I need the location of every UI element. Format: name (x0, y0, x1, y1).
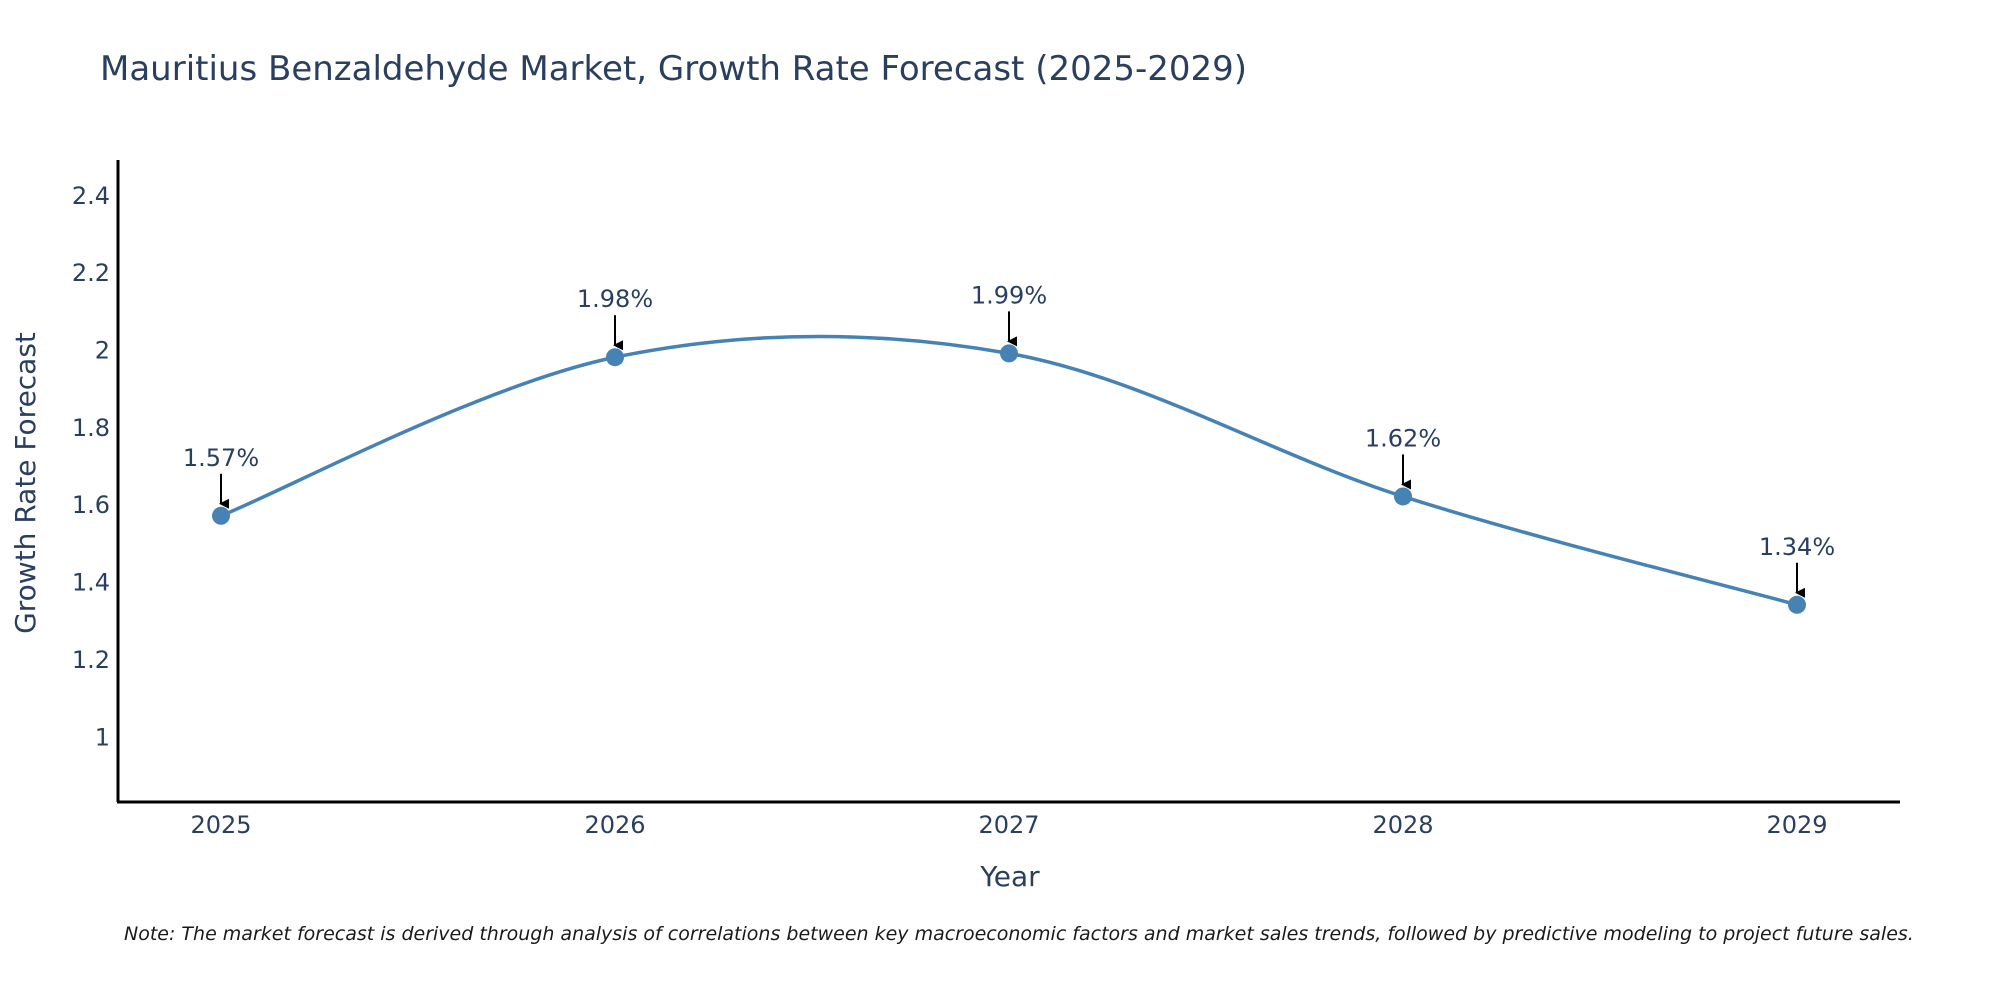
y-axis-ticks: 1 1.2 1.4 1.6 1.8 2 2.2 2.4 (72, 182, 110, 751)
y-tick-label: 1.2 (72, 646, 110, 674)
y-tick-label: 2.4 (72, 182, 110, 210)
data-point[interactable] (1788, 595, 1806, 614)
series-line (220, 334, 1798, 607)
data-label: 1.57% (183, 444, 259, 472)
chart-title: Mauritius Benzaldehyde Market, Growth Ra… (100, 49, 1247, 89)
y-tick-label: 1 (95, 723, 110, 751)
data-point[interactable] (1394, 487, 1412, 506)
data-label: 1.98% (577, 285, 653, 313)
data-point[interactable] (212, 506, 230, 525)
footnote: Note: The market forecast is derived thr… (124, 923, 1914, 945)
y-tick-label: 2.2 (72, 259, 110, 287)
data-point[interactable] (1000, 344, 1018, 363)
data-point[interactable] (606, 348, 624, 367)
x-tick-label: 2027 (978, 811, 1039, 839)
data-annotations: 1.57% 1.98% 1.99% 1.62% 1.34% (183, 281, 1835, 598)
x-tick-label: 2026 (584, 811, 645, 839)
y-tick-label: 1.4 (72, 569, 110, 597)
x-axis-title: Year (979, 860, 1040, 893)
x-axis-ticks: 2025 2026 2027 2028 2029 (190, 811, 1827, 839)
x-tick-label: 2028 (1372, 811, 1433, 839)
x-tick-label: 2029 (1766, 811, 1827, 839)
data-points (212, 344, 1806, 614)
y-tick-label: 1.6 (72, 491, 110, 519)
x-tick-label: 2025 (190, 811, 251, 839)
y-axis-title: Growth Rate Forecast (9, 332, 42, 634)
data-label: 1.34% (1759, 533, 1835, 561)
data-label: 1.99% (971, 281, 1047, 309)
data-label: 1.62% (1365, 424, 1441, 452)
y-tick-label: 2 (95, 337, 110, 365)
y-tick-label: 1.8 (72, 414, 110, 442)
